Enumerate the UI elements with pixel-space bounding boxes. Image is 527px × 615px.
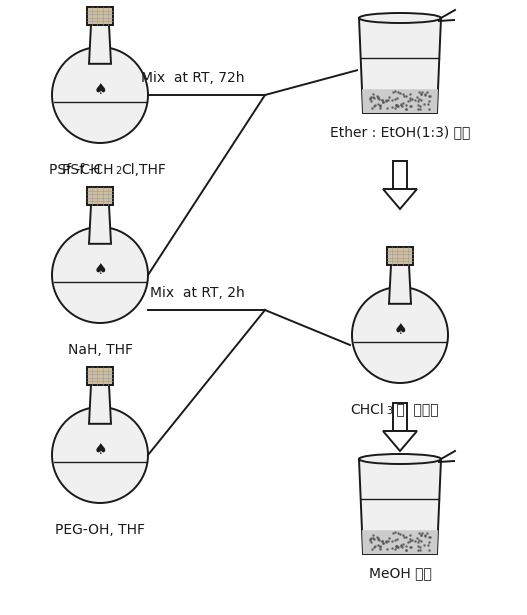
- Bar: [87, 7, 113, 25]
- Text: 3: 3: [386, 406, 392, 416]
- Text: ♠: ♠: [93, 442, 107, 456]
- Bar: [87, 367, 113, 385]
- Text: ♠: ♠: [93, 82, 107, 97]
- Polygon shape: [362, 530, 438, 554]
- Text: Ether : EtOH(1:3) 침전: Ether : EtOH(1:3) 침전: [330, 125, 470, 139]
- Polygon shape: [389, 265, 411, 304]
- Text: Mix  at RT, 72h: Mix at RT, 72h: [142, 71, 245, 85]
- Bar: [393, 161, 407, 189]
- Polygon shape: [89, 385, 111, 424]
- Polygon shape: [359, 459, 441, 554]
- Text: PSf -CH: PSf -CH: [48, 163, 100, 177]
- Text: 에  재용해: 에 재용해: [392, 403, 438, 417]
- Text: Cl,THF: Cl,THF: [121, 163, 166, 177]
- Bar: [393, 403, 407, 431]
- Polygon shape: [362, 89, 438, 113]
- Polygon shape: [383, 189, 417, 209]
- Text: Mix  at RT, 2h: Mix at RT, 2h: [150, 286, 245, 300]
- Polygon shape: [89, 25, 111, 64]
- Text: CHCl: CHCl: [350, 403, 384, 417]
- Circle shape: [52, 47, 148, 143]
- Text: PSf -CH: PSf -CH: [62, 163, 113, 177]
- Polygon shape: [359, 18, 441, 113]
- Text: PEG-OH, THF: PEG-OH, THF: [55, 523, 145, 537]
- Text: ♠: ♠: [93, 261, 107, 277]
- Text: 2: 2: [115, 166, 121, 176]
- Ellipse shape: [359, 454, 441, 464]
- Circle shape: [52, 407, 148, 503]
- Text: NaH, THF: NaH, THF: [67, 343, 132, 357]
- Text: MeOH 침전: MeOH 침전: [368, 566, 432, 580]
- Polygon shape: [383, 431, 417, 451]
- Text: ♠: ♠: [393, 322, 407, 336]
- Circle shape: [352, 287, 448, 383]
- Circle shape: [52, 227, 148, 323]
- Ellipse shape: [359, 13, 441, 23]
- Polygon shape: [89, 205, 111, 244]
- Bar: [87, 187, 113, 205]
- Bar: [387, 247, 413, 265]
